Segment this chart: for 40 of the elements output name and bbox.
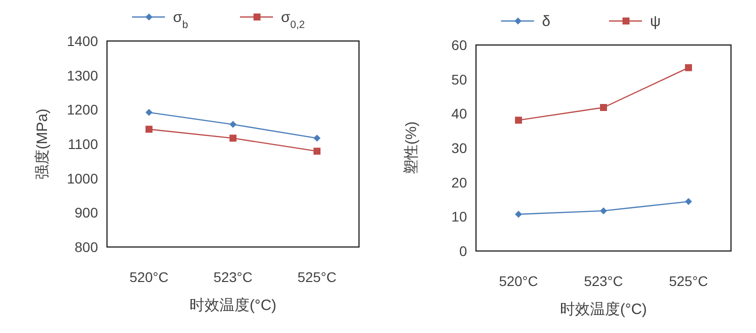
x-tick-label: 520°C: [129, 269, 169, 285]
y-tick-label: 0: [459, 243, 468, 259]
y-axis-title: 强度(MPa): [34, 108, 51, 180]
y-tick-label: 1100: [68, 136, 98, 152]
y-tick-label: 40: [451, 106, 468, 122]
x-axis-title: 时效温度(°C): [560, 301, 647, 318]
legend-label: ψ: [650, 13, 661, 30]
y-tick-label: 1300: [66, 67, 98, 84]
x-tick-label: 523°C: [584, 273, 624, 289]
point: [314, 134, 320, 142]
y-tick-label: 60: [451, 37, 468, 53]
point: [146, 126, 152, 133]
legend-label: σ$_{0,2}$: [281, 9, 306, 31]
point: [685, 198, 692, 206]
x-tick-label: 523°C: [213, 269, 253, 285]
y-tick-label: 20: [451, 174, 468, 190]
x-tick-label: 525°C: [668, 273, 708, 289]
y-tick-label: 1000: [66, 170, 98, 186]
y-tick-label: 50: [451, 71, 468, 88]
point: [600, 207, 607, 214]
legend-label: σ$_{b}$: [173, 9, 188, 31]
x-tick-label: 525°C: [297, 269, 337, 285]
y-axis-title: 塑性(%): [403, 121, 420, 175]
y-tick-label: 10: [451, 208, 468, 225]
y-tick-label: 30: [451, 140, 468, 156]
point: [515, 116, 522, 124]
point: [314, 148, 320, 155]
y-tick-label: 800: [74, 239, 98, 255]
y-tick-label: 900: [74, 204, 98, 221]
x-axis-title: 时效温度(°C): [190, 297, 276, 314]
point: [600, 104, 607, 111]
y-tick-label: 1400: [66, 33, 98, 49]
y-tick-label: 1200: [66, 102, 98, 118]
point: [515, 210, 522, 218]
point: [146, 108, 152, 116]
point: [685, 64, 692, 72]
point: [230, 120, 236, 128]
legend-label: δ: [542, 13, 550, 30]
x-tick-label: 520°C: [498, 273, 538, 289]
point: [230, 134, 236, 142]
